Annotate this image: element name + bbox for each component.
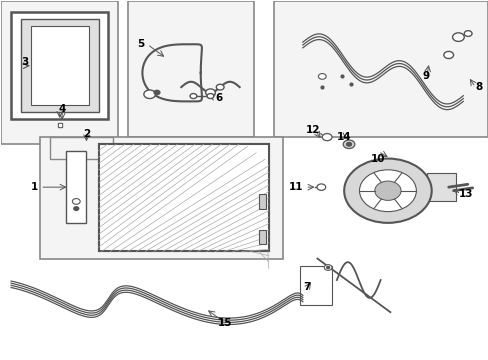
Circle shape (143, 90, 155, 99)
Bar (30, 26, 89, 105)
Text: 4: 4 (59, 104, 66, 113)
Text: 14: 14 (336, 132, 351, 142)
Circle shape (346, 143, 351, 146)
Circle shape (322, 134, 331, 141)
Text: 9: 9 (421, 71, 428, 81)
Bar (1, 1, 118, 144)
Text: 3: 3 (21, 57, 28, 67)
Circle shape (343, 140, 354, 149)
Circle shape (190, 94, 197, 99)
Bar (273, 1, 487, 137)
Circle shape (324, 265, 331, 270)
Bar (50, 137, 113, 158)
Text: 5: 5 (137, 39, 144, 49)
Circle shape (374, 181, 400, 201)
Circle shape (72, 199, 80, 204)
Circle shape (154, 90, 160, 95)
Bar (21, 19, 99, 112)
Bar (426, 173, 455, 202)
Circle shape (74, 207, 79, 210)
Circle shape (359, 170, 415, 212)
Text: 2: 2 (82, 129, 90, 139)
Bar (99, 144, 268, 251)
Circle shape (206, 94, 213, 99)
Circle shape (318, 73, 325, 79)
Text: 10: 10 (370, 154, 385, 163)
Text: 11: 11 (288, 182, 302, 192)
Circle shape (205, 89, 215, 96)
Text: 6: 6 (215, 93, 222, 103)
Text: 7: 7 (302, 282, 309, 292)
Circle shape (443, 51, 453, 59)
Circle shape (344, 158, 431, 223)
Bar (11, 12, 108, 119)
Text: 1: 1 (31, 182, 38, 192)
Circle shape (463, 31, 471, 36)
Bar (259, 230, 266, 244)
Text: 8: 8 (474, 82, 482, 92)
Bar (259, 194, 266, 208)
Text: 13: 13 (458, 189, 472, 199)
Bar (40, 137, 283, 258)
Bar (66, 152, 86, 223)
Circle shape (452, 33, 463, 41)
Circle shape (326, 266, 329, 269)
Circle shape (216, 84, 224, 90)
Circle shape (316, 184, 325, 190)
Bar (99, 144, 268, 251)
Bar (127, 1, 254, 137)
Text: 12: 12 (305, 125, 319, 135)
Text: 15: 15 (217, 318, 232, 328)
Bar (300, 266, 331, 305)
